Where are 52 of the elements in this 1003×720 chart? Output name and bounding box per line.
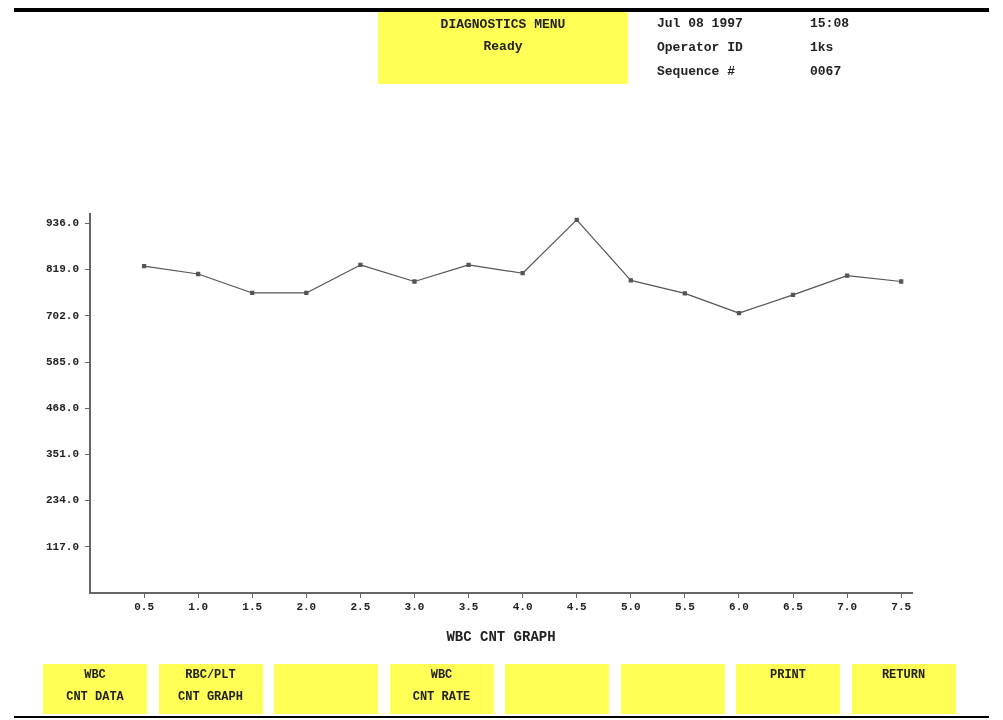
x-tick-label: 6.0: [729, 601, 749, 614]
x-tick-label: 3.5: [458, 601, 479, 614]
point: [682, 291, 688, 296]
text: 1ks: [810, 40, 834, 55]
x-tick-label: 1.5: [242, 601, 263, 614]
y-tick-label: 585.0: [45, 355, 80, 368]
text: WBC CNT DATA: [43, 664, 147, 714]
x-tick-label: 5.5: [674, 601, 696, 614]
x-tick-label: 5.0: [620, 601, 641, 614]
text: RETURN: [851, 664, 956, 714]
text: 0067: [810, 64, 842, 79]
text: 15:08: [810, 16, 850, 31]
y-tick-label: 117.0: [45, 540, 80, 553]
point: [844, 273, 850, 278]
x-tick-label: 2.0: [296, 601, 317, 614]
point: [412, 279, 417, 284]
point: [250, 290, 255, 296]
chart-subtitle: Ready: [482, 38, 524, 56]
point: [196, 271, 201, 277]
x-tick-label: 4.5: [566, 601, 588, 614]
point: [358, 262, 363, 268]
point: [628, 278, 633, 283]
point: [736, 310, 742, 316]
text: RBC/PLT CNT GRAPH: [158, 664, 263, 714]
y-tick-label: 351.0: [45, 448, 80, 461]
point: [899, 279, 904, 284]
y-tick-label: 468.0: [45, 402, 80, 414]
point: [574, 217, 579, 223]
x-tick-label: 4.0: [512, 601, 533, 614]
text: PRINT: [736, 664, 840, 714]
chart-title: DIAGNOSTICS MENU: [439, 16, 567, 34]
text: WBC CNT RATE: [389, 664, 494, 714]
point: [466, 262, 471, 268]
x-tick-label: 0.5: [134, 601, 155, 614]
y-tick-label: 234.0: [45, 494, 80, 507]
x-tick-label: 3.0: [404, 601, 425, 614]
x-tick-label: 7.0: [837, 601, 858, 614]
point: [520, 271, 525, 276]
x-axis-title: WBC CNT GRAPH: [446, 629, 556, 646]
x-tick-label: 1.0: [188, 601, 209, 614]
text: Jul 08 1997: [657, 16, 743, 31]
point: [141, 263, 147, 269]
y-tick-label: 819.0: [45, 263, 80, 276]
x-tick-label: 7.5: [891, 601, 912, 614]
x-tick-label: 2.5: [350, 601, 371, 614]
text: Sequence #: [657, 64, 736, 79]
y-tick-label: 936.0: [45, 217, 80, 230]
y-tick-label: 702.0: [45, 309, 80, 322]
x-tick-label: 6.5: [783, 601, 804, 614]
point: [304, 290, 309, 296]
point: [790, 292, 796, 298]
text: Operator ID: [657, 40, 743, 55]
